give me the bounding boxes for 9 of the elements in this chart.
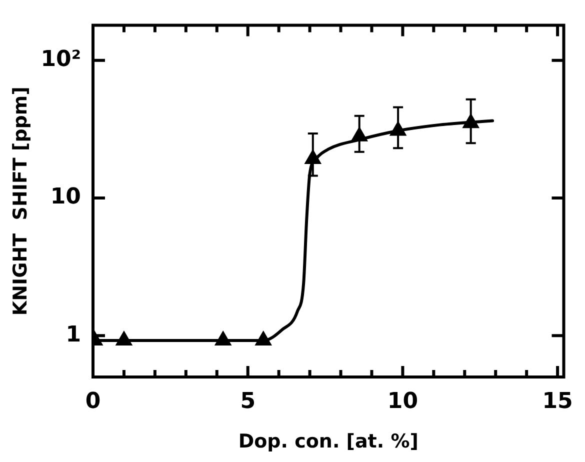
x-tick-label: 10	[387, 388, 418, 414]
y-tick-label: 10²	[40, 47, 81, 72]
x-tick-label: 5	[240, 388, 256, 414]
y-tick-label: 1	[66, 322, 81, 348]
x-axis-title: Dop. con. [at. %]	[238, 430, 418, 453]
x-tick-label: 15	[542, 388, 573, 414]
y-axis-title: KNIGHT SHIFT [ppm]	[9, 86, 32, 316]
y-tick-label: 10	[50, 184, 81, 210]
x-tick-label: 0	[85, 388, 101, 414]
